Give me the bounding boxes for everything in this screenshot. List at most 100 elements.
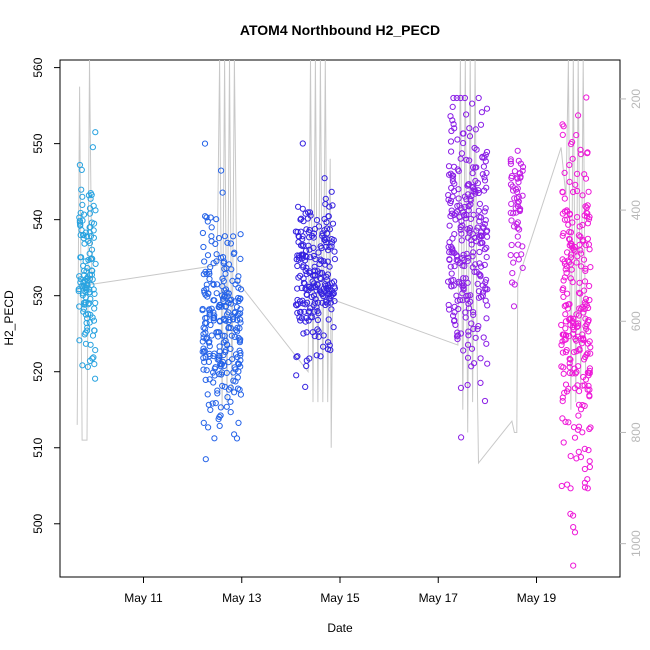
data-point [298,315,305,322]
data-point [514,185,521,192]
data-point [309,272,316,279]
data-point [447,138,455,145]
data-point [455,168,462,175]
data-point [459,209,467,216]
data-point [584,485,591,492]
data-point [465,207,472,214]
data-point [513,209,520,216]
data-point [481,174,488,181]
data-point [562,266,569,273]
data-point [92,207,99,214]
data-point [302,383,309,390]
data-point [313,217,321,224]
data-point [450,172,457,179]
data-point [306,355,313,362]
data-point [328,236,335,243]
data-point [478,263,485,270]
data-point [87,195,94,202]
data-point [310,252,317,260]
data-point [76,273,83,280]
data-point [464,381,471,389]
data-point [562,332,569,339]
data-point [564,249,571,256]
data-point [214,356,221,363]
right-axis: 200 400 600 800 1000 [620,89,643,557]
series-may-14-15 [292,140,338,390]
data-point [235,334,242,341]
data-point [228,332,235,339]
data-point [566,301,573,308]
data-point [310,302,317,309]
data-point [447,213,454,220]
data-point [86,275,94,282]
data-point [509,270,516,277]
data-point [462,309,469,316]
data-point [460,286,467,293]
data-point [78,166,85,173]
data-point [507,160,514,167]
data-point [207,406,214,413]
data-point [460,140,467,147]
data-point [77,279,84,286]
data-point [219,283,226,290]
data-point [566,355,573,362]
data-point [585,447,592,454]
data-point [224,311,231,318]
data-point [213,281,221,288]
right-tick-label: 1000 [629,530,643,557]
data-point [222,303,229,310]
data-point [583,94,590,101]
data-point [465,300,472,307]
data-point [567,510,574,518]
data-point [223,403,230,410]
data-point [475,288,482,295]
data-point [201,258,208,265]
data-point [85,310,92,317]
data-point [87,232,95,240]
data-point [294,262,301,270]
data-point [566,211,574,218]
data-point [461,193,468,200]
data-point [80,262,87,269]
data-point [308,293,315,301]
data-point [469,264,476,271]
data-point [222,270,229,277]
data-point [322,243,330,250]
data-point [210,281,217,288]
data-point [559,256,566,263]
data-point [226,316,233,324]
data-point [201,140,209,147]
data-point [225,261,233,268]
data-point [230,377,237,384]
data-point [458,434,465,441]
data-point [515,179,522,186]
data-point [311,280,318,287]
data-point [586,338,593,345]
data-point [77,222,84,229]
data-point [232,351,240,358]
data-point [448,148,455,155]
data-point [299,297,306,304]
data-point [573,259,580,266]
data-point [514,233,521,240]
data-point [516,226,523,233]
data-point [230,233,237,240]
data-point [582,295,590,302]
data-point [83,275,90,282]
data-point [315,249,322,256]
data-point [481,261,488,268]
x-axis-label: Date [327,621,353,635]
y-axis-label: H2_PECD [2,290,16,346]
data-point [514,225,521,232]
data-point [208,305,215,312]
data-point [466,157,473,164]
series-may-18-19 [507,147,527,310]
data-point [217,404,224,411]
data-point [236,339,243,346]
data-point [477,379,484,386]
data-point [331,298,338,305]
data-point [219,332,226,339]
data-point [483,340,490,347]
data-point [451,180,458,187]
data-point [445,192,452,199]
